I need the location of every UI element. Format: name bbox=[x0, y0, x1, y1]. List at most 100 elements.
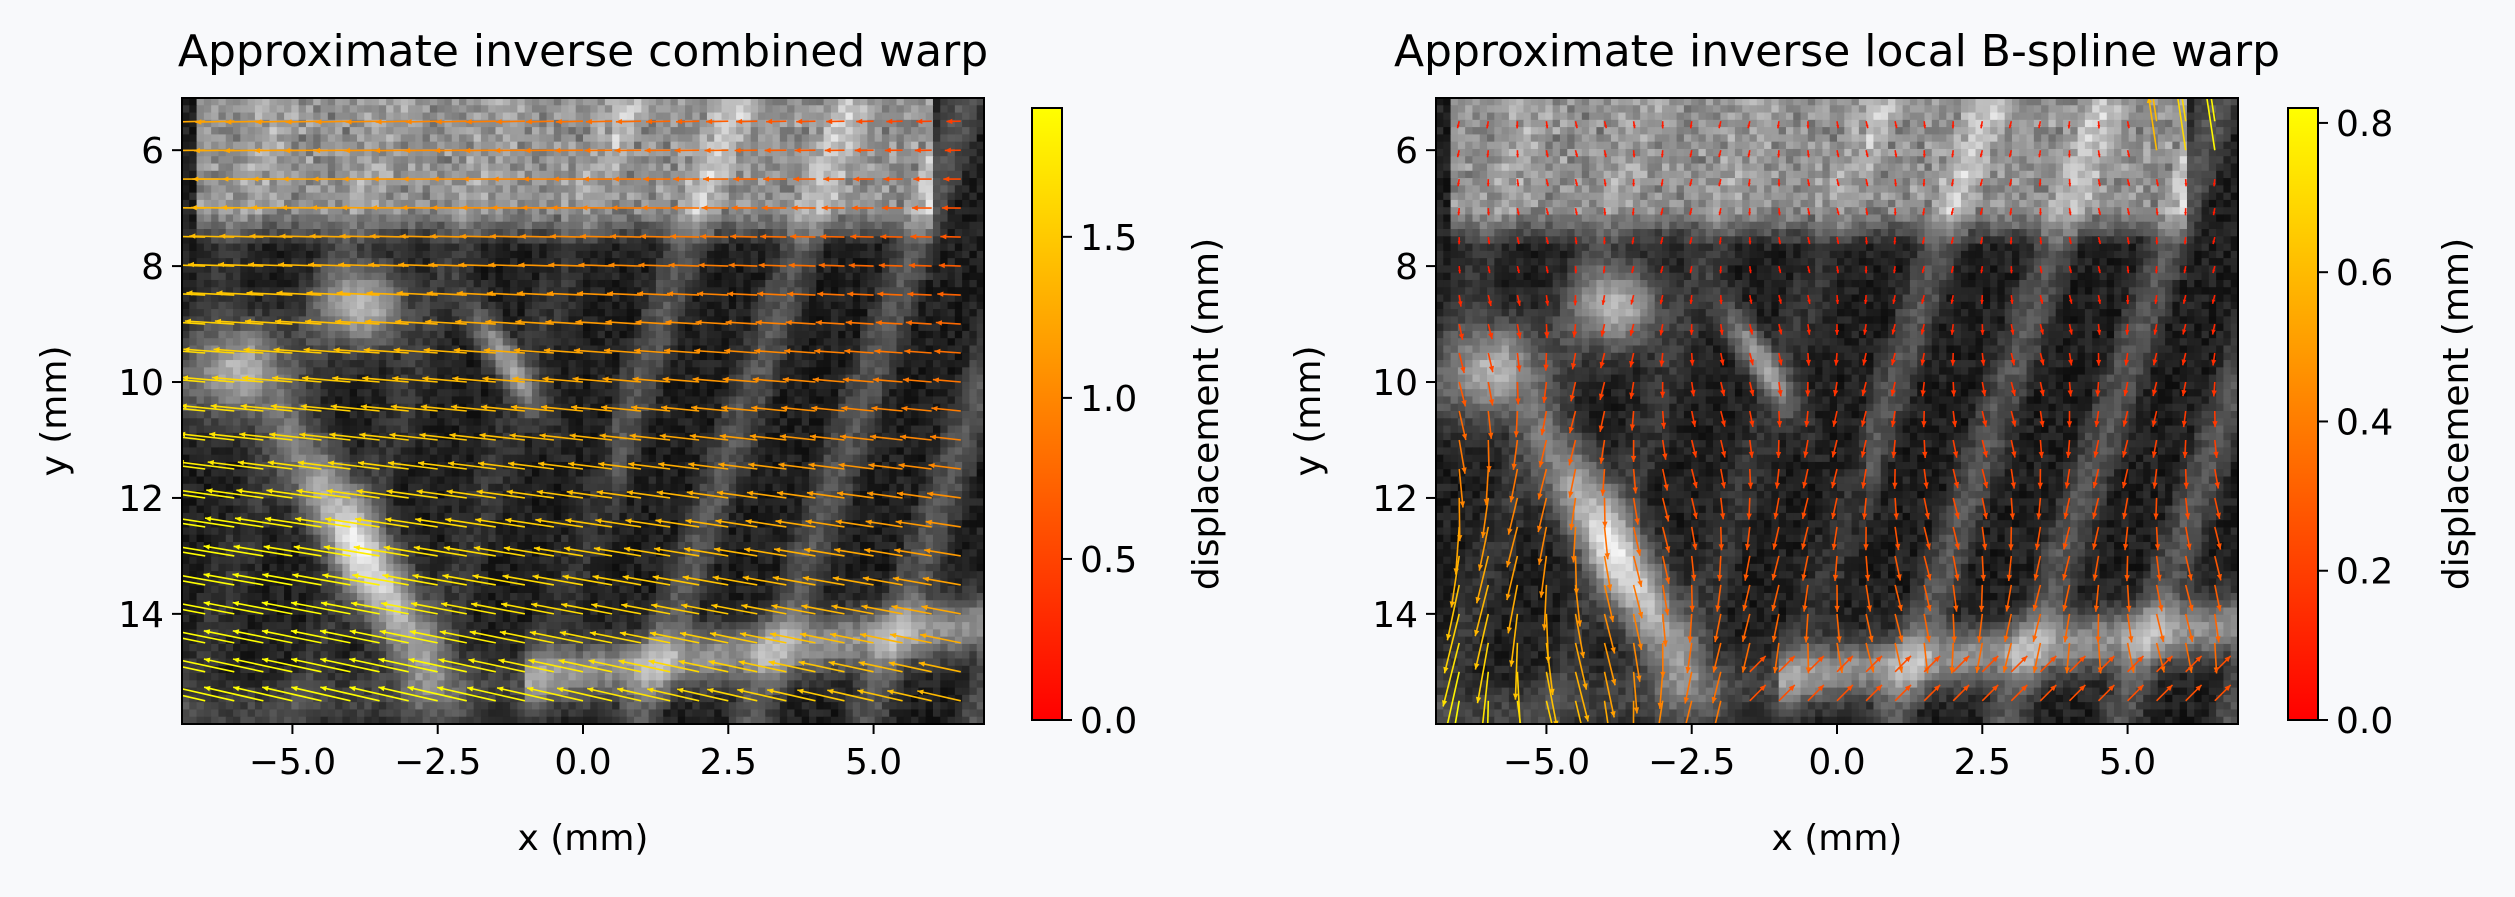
image-cell bbox=[634, 127, 642, 135]
image-cell bbox=[342, 221, 351, 230]
image-cell bbox=[860, 250, 868, 259]
image-cell bbox=[539, 367, 548, 376]
image-cell bbox=[750, 221, 759, 230]
image-cell bbox=[203, 352, 212, 361]
image-cell bbox=[590, 258, 599, 267]
image-cell bbox=[590, 381, 599, 390]
image-cell bbox=[728, 345, 737, 354]
image-cell bbox=[254, 148, 263, 157]
image-cell bbox=[714, 294, 723, 303]
image-cell bbox=[860, 178, 868, 186]
image-cell bbox=[779, 178, 788, 186]
image-cell bbox=[218, 112, 227, 121]
image-cell bbox=[801, 272, 810, 281]
image-cell bbox=[284, 243, 292, 252]
image-cell bbox=[976, 192, 984, 201]
image-cell bbox=[451, 243, 460, 252]
image-cell bbox=[561, 403, 570, 412]
image-cell bbox=[415, 236, 424, 245]
image-cell bbox=[415, 185, 424, 194]
image-cell bbox=[655, 148, 664, 157]
image-cell bbox=[298, 272, 307, 281]
image-cell bbox=[750, 338, 759, 347]
image-cell bbox=[655, 265, 664, 274]
image-cell bbox=[568, 185, 577, 194]
image-cell bbox=[189, 389, 198, 398]
image-cell bbox=[677, 199, 686, 208]
image-cell bbox=[969, 272, 978, 281]
image-cell bbox=[182, 127, 190, 135]
image-cell bbox=[459, 279, 467, 288]
image-cell bbox=[575, 258, 584, 267]
image-cell bbox=[305, 425, 314, 434]
image-cell bbox=[604, 192, 613, 201]
image-cell bbox=[787, 360, 796, 368]
image-cell bbox=[211, 418, 220, 427]
image-cell bbox=[459, 323, 467, 332]
image-cell bbox=[553, 309, 562, 317]
image-cell bbox=[590, 192, 599, 201]
image-cell bbox=[954, 221, 963, 230]
image-cell bbox=[429, 98, 438, 106]
image-cell bbox=[269, 411, 278, 419]
image-cell bbox=[415, 148, 424, 157]
image-cell bbox=[451, 207, 460, 216]
image-cell bbox=[203, 330, 212, 339]
image-cell bbox=[787, 338, 796, 347]
image-cell bbox=[728, 214, 737, 223]
image-cell bbox=[335, 243, 343, 252]
image-cell bbox=[327, 279, 336, 288]
image-cell bbox=[809, 250, 817, 259]
image-cell bbox=[962, 229, 971, 237]
image-cell bbox=[648, 214, 657, 223]
image-cell bbox=[320, 352, 329, 361]
image-cell bbox=[699, 98, 708, 106]
image-cell bbox=[969, 345, 978, 354]
image-cell bbox=[860, 199, 868, 208]
image-cell bbox=[634, 352, 642, 361]
image-cell bbox=[459, 148, 467, 157]
image-cell bbox=[349, 236, 358, 245]
image-cell bbox=[670, 98, 679, 106]
image-cell bbox=[349, 250, 358, 259]
image-cell bbox=[874, 352, 883, 361]
image-cell bbox=[830, 221, 839, 230]
image-cell bbox=[451, 338, 460, 347]
image-cell bbox=[925, 272, 934, 281]
image-cell bbox=[801, 265, 810, 274]
image-cell bbox=[779, 272, 788, 281]
image-cell bbox=[619, 141, 628, 150]
image-cell bbox=[706, 105, 715, 114]
image-cell bbox=[896, 185, 905, 194]
image-cell bbox=[269, 345, 278, 354]
image-cell bbox=[597, 323, 606, 332]
image-cell bbox=[386, 221, 395, 230]
image-cell bbox=[444, 199, 453, 208]
image-cell bbox=[743, 119, 752, 128]
image-cell bbox=[918, 360, 927, 368]
image-cell bbox=[838, 287, 847, 296]
image-cell bbox=[779, 141, 788, 150]
image-cell bbox=[182, 258, 190, 267]
image-cell bbox=[240, 141, 249, 150]
image-cell bbox=[626, 396, 635, 405]
image-cell bbox=[203, 279, 212, 288]
image-cell bbox=[860, 360, 868, 368]
image-cell bbox=[182, 221, 190, 230]
image-cell bbox=[371, 287, 380, 296]
image-cell bbox=[408, 148, 416, 157]
image-cell bbox=[393, 396, 402, 405]
image-cell bbox=[531, 403, 540, 412]
image-cell bbox=[313, 178, 322, 186]
image-cell bbox=[437, 243, 446, 252]
image-cell bbox=[553, 221, 562, 230]
image-cell bbox=[356, 352, 365, 361]
image-cell bbox=[437, 127, 446, 135]
image-cell bbox=[211, 258, 220, 267]
image-cell bbox=[473, 425, 482, 434]
image-cell bbox=[524, 294, 533, 303]
image-cell bbox=[612, 178, 621, 186]
image-cell bbox=[962, 148, 971, 157]
image-cell bbox=[480, 156, 489, 165]
image-cell bbox=[342, 134, 351, 143]
